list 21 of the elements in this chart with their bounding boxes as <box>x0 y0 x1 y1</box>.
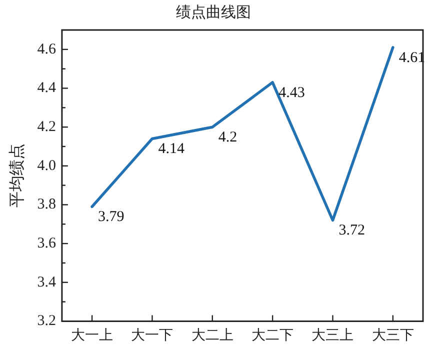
x-tick-label: 大三下 <box>372 327 414 344</box>
data-label: 4.14 <box>158 141 185 158</box>
data-label: 4.43 <box>278 84 305 101</box>
x-tick-label: 大三上 <box>312 327 354 344</box>
data-label: 3.79 <box>98 209 124 226</box>
x-tick-label: 大二下 <box>252 327 294 344</box>
x-tick-label: 大一上 <box>71 327 114 344</box>
x-tick-label: 大一下 <box>131 327 174 344</box>
y-tick-label: 4.4 <box>37 80 56 96</box>
y-tick-label: 4.0 <box>37 158 56 174</box>
y-tick-label: 4.6 <box>37 41 56 58</box>
y-tick-label: 4.2 <box>37 119 56 136</box>
data-label: 3.72 <box>338 222 365 239</box>
chart-title: 绩点曲线图 <box>176 4 251 21</box>
y-tick-label: 3.6 <box>37 235 56 252</box>
x-tick-label: 大二上 <box>191 327 234 344</box>
y-axis-title: 平均绩点 <box>8 144 26 208</box>
data-label: 4.2 <box>218 130 238 146</box>
y-tick-label: 3.2 <box>37 313 56 330</box>
y-tick-label: 3.4 <box>37 274 56 290</box>
y-tick-label: 3.8 <box>37 196 56 213</box>
